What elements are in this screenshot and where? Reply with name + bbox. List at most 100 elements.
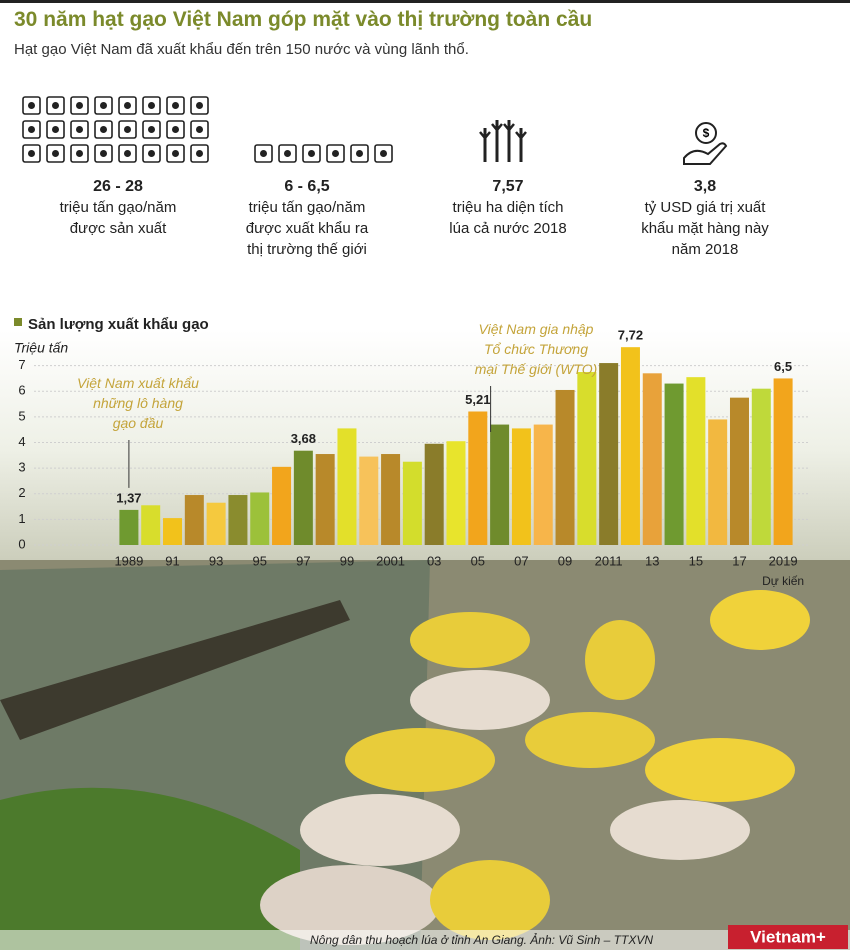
y-tick-label: 4 [18, 434, 25, 449]
bar [293, 450, 313, 545]
caption-band [0, 930, 850, 950]
bag-icon-dot [100, 150, 107, 157]
top-rule [0, 0, 850, 3]
x-tick-label: 99 [340, 553, 354, 568]
x-tick-label: 91 [165, 553, 179, 568]
bar [402, 461, 422, 545]
x-tick-label: 17 [732, 553, 746, 568]
bag-icon-dot [52, 102, 59, 109]
bar [359, 456, 379, 545]
x-tick-label: 15 [689, 553, 703, 568]
bar [620, 347, 640, 545]
annotation-line: Việt Nam xuất khẩu [77, 375, 199, 391]
photo-boat [0, 600, 350, 740]
bag-icon-dot [196, 102, 203, 109]
caption: Nông dân thu hoạch lúa ở tỉnh An Giang. … [310, 932, 653, 947]
x-tick-label: 2011 [595, 553, 623, 568]
bar [315, 454, 335, 545]
stat: 7,57 triệu ha diện tích lúa cả nước 2018 [443, 176, 573, 239]
stat-text: triệu ha diện tích lúa cả nước 2018 [449, 199, 567, 237]
annotation-note: Dự kiến [762, 574, 804, 588]
bag-icon-dot [196, 150, 203, 157]
y-tick-label: 1 [18, 511, 25, 526]
y-axis-title: Triệu tấn [14, 340, 68, 356]
bag-icon-dot [100, 102, 107, 109]
stat: 6 - 6,5 triệu tấn gạo/năm được xuất khẩu … [242, 176, 372, 260]
stat-value: 3,8 [693, 178, 717, 195]
y-tick-label: 5 [18, 408, 25, 423]
x-tick-label: 97 [296, 553, 310, 568]
bag-icon-dot [172, 126, 179, 133]
logo-box [728, 925, 848, 949]
stat-text: triệu tấn gạo/năm được xuất khẩu ra thị … [245, 199, 369, 258]
bar [599, 363, 619, 545]
stat-text: tỷ USD giá trị xuất khẩu mặt hàng này nă… [641, 199, 769, 258]
bar [337, 428, 357, 545]
bar [446, 441, 466, 545]
bag-icon-dot [148, 126, 155, 133]
photo-bags [260, 590, 810, 945]
value-label: 6,5 [774, 359, 792, 374]
value-label: 7,72 [618, 328, 643, 343]
bar [490, 424, 510, 545]
annotation-line: Việt Nam gia nhập [479, 321, 594, 337]
plot: 0 1 2 3 4 5 6 7 1989 1,37 91 93 95 97 3,68 99 2001 03 05 5,… [18, 321, 810, 588]
bag-icon-dot [76, 102, 83, 109]
bar [141, 505, 161, 545]
bag-icon-dot [308, 150, 315, 157]
x-tick-label: 05 [471, 553, 485, 568]
bag-icon-dot [52, 150, 59, 157]
bar [468, 411, 488, 545]
bag-icon-dot [28, 102, 35, 109]
bag-icon-dot [172, 150, 179, 157]
bar [664, 383, 684, 545]
value-label: 3,68 [291, 431, 316, 446]
logo: Vietnam+ [750, 927, 826, 946]
x-tick-label: 2001 [376, 553, 405, 568]
bag-icon-dot [100, 126, 107, 133]
annotation-line: mại Thế giới (WTO) [475, 361, 598, 377]
bar [184, 495, 204, 545]
bag-icon-dot [124, 150, 131, 157]
annotation: Việt Nam gia nhập Tổ chức Thương mại Thế g… [475, 321, 598, 377]
bar [729, 397, 749, 545]
stat-value: 7,57 [492, 178, 524, 195]
stat-value: 26 - 28 [93, 178, 143, 195]
x-tick-label: 07 [514, 553, 528, 568]
x-tick-label: 13 [645, 553, 659, 568]
bag-icon-dot [124, 126, 131, 133]
bar [206, 502, 226, 545]
bag-icon-dot [356, 150, 363, 157]
x-tick-label: 93 [209, 553, 223, 568]
bag-icon-dot [148, 150, 155, 157]
svg-text:$: $ [703, 126, 710, 140]
chart-title: Sản lượng xuất khẩu gạo [28, 316, 209, 333]
bar [511, 428, 531, 545]
bar [686, 377, 706, 545]
bag-icon-dot [52, 126, 59, 133]
bag-icon-dot [76, 126, 83, 133]
stat-value: 6 - 6,5 [284, 178, 330, 195]
bag-icon-dot [172, 102, 179, 109]
bar [708, 419, 728, 545]
bag-icon-dot [148, 102, 155, 109]
annotation-line: Tổ chức Thương [484, 341, 588, 357]
bag-icon-dot [76, 150, 83, 157]
bag-icon-dot [28, 126, 35, 133]
icons: $ [22, 96, 728, 165]
bar [228, 495, 248, 545]
bar [272, 466, 292, 545]
bar [163, 518, 183, 545]
bar [533, 424, 553, 545]
y-tick-label: 2 [18, 485, 25, 500]
bar [642, 373, 662, 545]
annotation-line: những lô hàng [93, 395, 183, 411]
y-tick-label: 7 [18, 357, 25, 372]
bar [773, 378, 793, 545]
title: 30 năm hạt gạo Việt Nam góp mặt vào thị … [14, 8, 593, 31]
bag-icon-dot [124, 102, 131, 109]
subtitle: Hạt gạo Việt Nam đã xuất khẩu đến trên 1… [14, 41, 469, 58]
legend-square [14, 318, 22, 326]
bag-icon-dot [28, 150, 35, 157]
